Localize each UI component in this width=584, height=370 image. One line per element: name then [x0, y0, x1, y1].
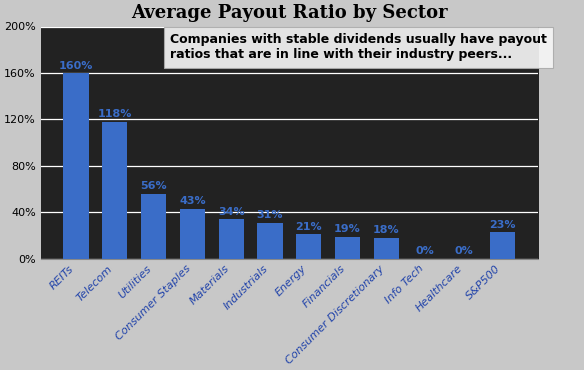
Text: Companies with stable dividends usually have payout
ratios that are in line with: Companies with stable dividends usually … — [170, 33, 547, 61]
Bar — [374, 238, 399, 259]
Text: 31%: 31% — [257, 211, 283, 221]
Bar — [490, 232, 515, 259]
Text: 34%: 34% — [218, 207, 245, 217]
Text: 21%: 21% — [296, 222, 322, 232]
Text: 23%: 23% — [489, 220, 516, 230]
Text: 18%: 18% — [373, 225, 399, 235]
Text: 43%: 43% — [179, 196, 206, 206]
Title: Average Payout Ratio by Sector: Average Payout Ratio by Sector — [131, 4, 448, 22]
Text: 0%: 0% — [454, 246, 473, 256]
Text: 118%: 118% — [98, 110, 132, 120]
Text: 56%: 56% — [140, 181, 167, 191]
Bar — [102, 122, 127, 259]
Text: 19%: 19% — [334, 224, 361, 234]
Bar — [258, 223, 283, 259]
Text: 160%: 160% — [59, 61, 93, 71]
Bar — [180, 209, 205, 259]
Bar — [141, 194, 166, 259]
Bar — [218, 219, 244, 259]
Text: 0%: 0% — [416, 246, 434, 256]
Bar — [64, 73, 89, 259]
Bar — [335, 237, 360, 259]
Bar — [296, 234, 321, 259]
